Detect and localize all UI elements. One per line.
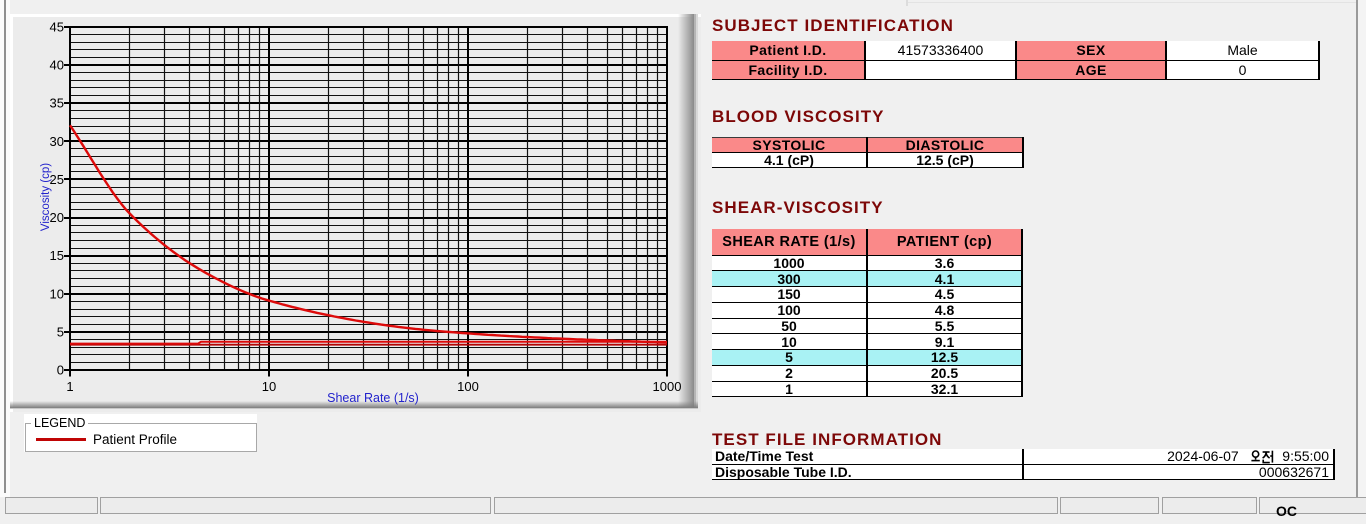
svg-text:40: 40 (50, 58, 64, 73)
svg-text:35: 35 (50, 96, 64, 111)
svg-text:5: 5 (57, 324, 64, 339)
svg-text:100: 100 (457, 379, 479, 394)
svg-text:45: 45 (50, 20, 64, 35)
svg-text:Viscosity (cp): Viscosity (cp) (40, 163, 52, 231)
svg-text:25: 25 (50, 172, 64, 187)
svg-text:1000: 1000 (653, 379, 682, 394)
svg-text:0: 0 (57, 363, 64, 378)
svg-text:10: 10 (50, 286, 64, 301)
svg-text:30: 30 (50, 134, 64, 149)
svg-text:15: 15 (50, 248, 64, 263)
svg-text:Shear Rate (1/s): Shear Rate (1/s) (327, 391, 419, 405)
svg-text:20: 20 (50, 210, 64, 225)
svg-text:1: 1 (66, 379, 73, 394)
svg-text:10: 10 (262, 379, 276, 394)
